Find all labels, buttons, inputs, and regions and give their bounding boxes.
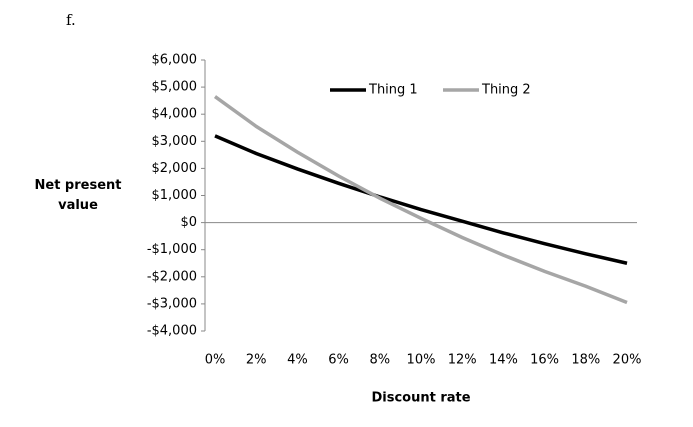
y-tick-label: -$4,000 <box>147 324 197 339</box>
y-tick-label: $5,000 <box>152 80 198 95</box>
y-tick-label: -$3,000 <box>147 296 197 311</box>
x-tick-label: 18% <box>571 353 600 368</box>
x-tick-label: 2% <box>246 353 267 368</box>
x-tick-label: 8% <box>369 353 390 368</box>
x-tick-label: 16% <box>530 353 559 368</box>
x-axis-title: Discount rate <box>371 391 470 406</box>
x-tick-label: 6% <box>328 353 349 368</box>
y-tick-label: $6,000 <box>152 53 198 68</box>
legend-label: Thing 2 <box>481 83 531 98</box>
y-tick-label: $4,000 <box>152 107 198 122</box>
x-tick-label: 10% <box>407 353 436 368</box>
y-tick-label: -$2,000 <box>147 269 197 284</box>
x-tick-label: 0% <box>205 353 226 368</box>
y-tick-label: $1,000 <box>152 188 198 203</box>
series-line <box>214 134 628 265</box>
series-line <box>213 95 628 305</box>
y-tick-label: $3,000 <box>152 134 198 149</box>
y-axis-title: Net present value <box>34 178 122 213</box>
x-tick-label: 20% <box>613 353 642 368</box>
figure-label: f. <box>66 11 76 29</box>
y-tick-label: $2,000 <box>152 161 198 176</box>
legend-label: Thing 1 <box>368 83 418 98</box>
x-tick-label: 4% <box>287 353 308 368</box>
y-tick-label: $0 <box>180 215 197 230</box>
x-tick-label: 12% <box>448 353 477 368</box>
x-tick-label: 14% <box>489 353 518 368</box>
y-tick-label: -$1,000 <box>147 242 197 257</box>
